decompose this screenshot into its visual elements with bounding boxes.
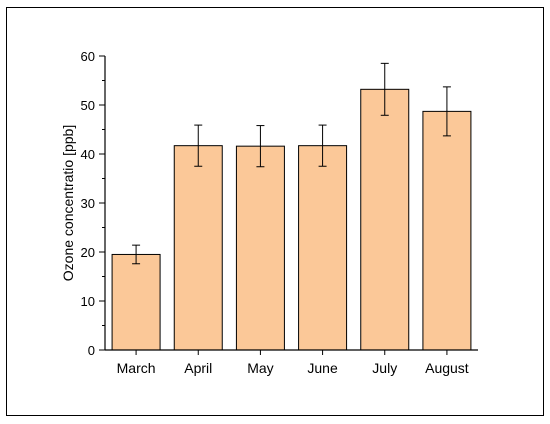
x-tick-label-april: April	[184, 360, 212, 376]
y-tick-label-30: 30	[81, 196, 95, 211]
x-tick-label-june: June	[307, 360, 338, 376]
x-tick-label-march: March	[117, 360, 156, 376]
bar-june	[298, 145, 348, 351]
bar-april	[173, 145, 223, 351]
x-tick-label-july: July	[372, 360, 397, 376]
bar-august	[422, 110, 472, 351]
x-tick-label-may: May	[247, 360, 273, 376]
y-tick-label-40: 40	[81, 147, 95, 162]
bar-march	[111, 253, 161, 351]
x-tick-label-august: August	[425, 360, 469, 376]
y-tick-label-60: 60	[81, 49, 95, 64]
y-tick-label-20: 20	[81, 245, 95, 260]
axes-group: March April May June July August 0 10 20 30 40 50 60	[81, 49, 478, 376]
y-tick-label-10: 10	[81, 294, 95, 309]
bars-group	[111, 88, 472, 351]
bar-chart: March April May June July August 0 10 20 30 40 50 60…	[60, 49, 478, 376]
bar-july	[360, 88, 410, 351]
y-tick-label-50: 50	[81, 98, 95, 113]
figure-frame: March April May June July August 0 10 20 30 40 50 60…	[6, 7, 544, 416]
error-bars-group	[132, 62, 451, 265]
y-tick-label-0: 0	[88, 343, 95, 358]
bar-may	[235, 145, 285, 351]
y-axis-label: Ozone concentratio [ppb]	[60, 125, 76, 281]
